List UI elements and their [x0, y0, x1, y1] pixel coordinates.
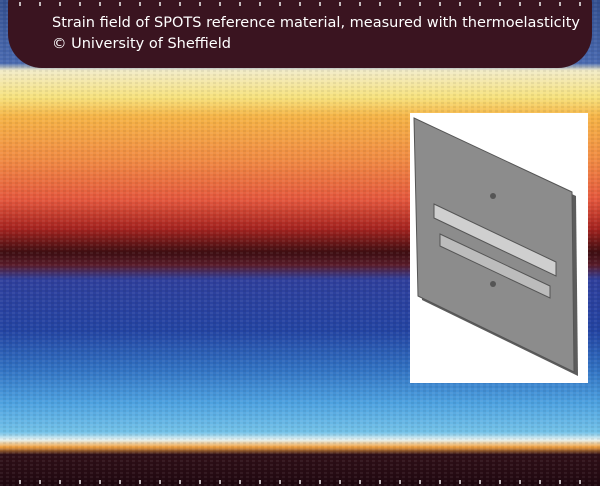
- hole: [490, 281, 496, 287]
- page: html, body { margin: 0; padding: 0; widt…: [0, 0, 600, 486]
- hole: [490, 193, 496, 199]
- page-body: {"caption": {"line1": "Strain field of S…: [0, 0, 600, 486]
- caption-line: © University of Sheffield: [52, 36, 231, 52]
- thermoelastic-image: Strain field of SPOTS reference material…: [0, 0, 600, 486]
- top-shadow: [8, 0, 592, 68]
- caption-line: Strain field of SPOTS reference material…: [52, 15, 580, 31]
- inset: [410, 113, 588, 383]
